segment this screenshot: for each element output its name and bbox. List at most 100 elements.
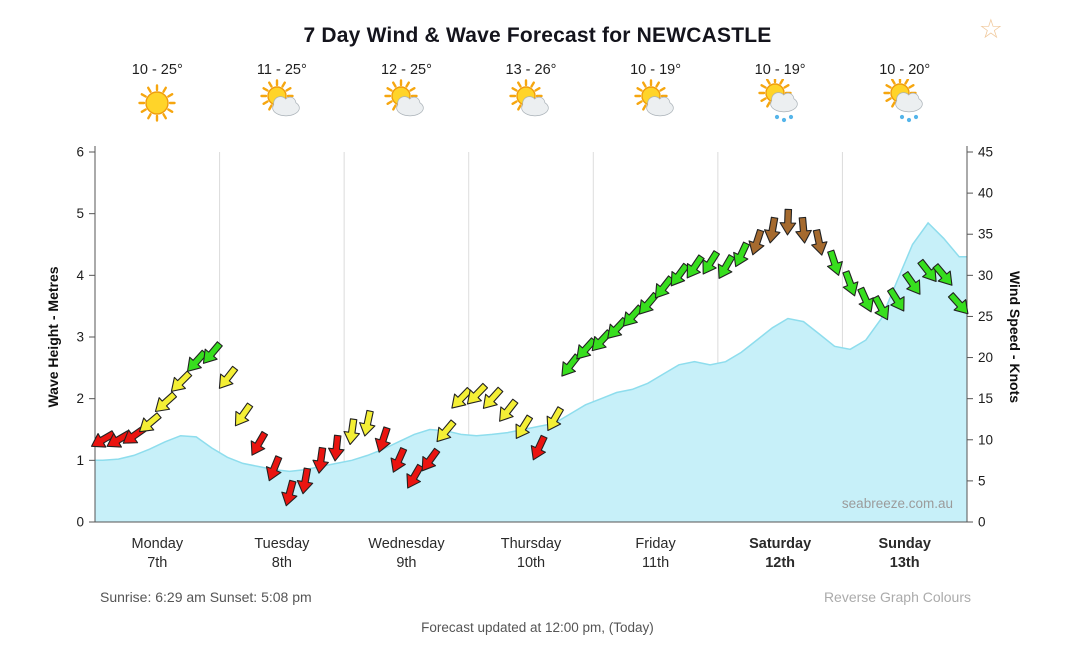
wind-arrow bbox=[932, 263, 953, 286]
partly-cloudy-icon bbox=[627, 79, 685, 131]
day-label-date: 8th bbox=[272, 555, 292, 569]
partly-cloudy-icon bbox=[253, 79, 311, 131]
wind-arrow bbox=[857, 286, 874, 313]
wind-arrow bbox=[947, 292, 969, 315]
wind-arrow bbox=[733, 241, 750, 268]
day-label-name: Monday bbox=[131, 536, 183, 552]
left-axis-tick-label: 2 bbox=[76, 391, 84, 406]
day-header: 10 - 19° bbox=[751, 62, 809, 132]
day-header: 10 - 19° bbox=[627, 62, 685, 132]
wind-arrow bbox=[872, 295, 890, 321]
day-temp-range: 10 - 19° bbox=[630, 62, 682, 78]
wind-arrow bbox=[281, 479, 298, 507]
sunny-icon bbox=[128, 84, 186, 131]
wind-arrow bbox=[717, 254, 736, 279]
wind-arrow bbox=[466, 382, 489, 405]
wind-arrow bbox=[842, 270, 859, 297]
day-temp-range: 10 - 25° bbox=[131, 62, 183, 78]
day-label-name: Sunday bbox=[879, 536, 931, 552]
favorite-star-icon[interactable]: ☆ bbox=[978, 14, 1003, 44]
right-axis-tick-label: 45 bbox=[978, 145, 993, 160]
left-axis-tick-label: 0 bbox=[76, 515, 84, 530]
day-header: 13 - 26° bbox=[502, 62, 560, 132]
right-axis-tick-label: 25 bbox=[978, 309, 993, 324]
reverse-graph-colours-link[interactable]: Reverse Graph Colours bbox=[823, 589, 971, 605]
wind-arrow bbox=[686, 254, 705, 279]
wind-arrow bbox=[576, 337, 597, 360]
wind-arrow bbox=[250, 430, 269, 456]
right-axis-tick-label: 5 bbox=[978, 473, 986, 488]
right-axis-tick-label: 35 bbox=[978, 227, 993, 242]
left-axis-tick-label: 4 bbox=[76, 268, 84, 283]
day-temp-range: 13 - 26° bbox=[505, 62, 557, 78]
showers-icon bbox=[751, 76, 809, 131]
wind-arrow bbox=[390, 447, 408, 473]
right-axis-title: Wind Speed - Knots bbox=[1007, 271, 1023, 403]
day-headers: 10 - 25° 11 - 25° 12 - 25° 13 - 26° 10 - … bbox=[0, 58, 1075, 144]
day-label-date: 11th bbox=[642, 555, 669, 569]
wind-arrow bbox=[202, 341, 223, 364]
wind-arrow bbox=[312, 446, 329, 474]
wind-arrow bbox=[546, 406, 564, 432]
day-label-name: Friday bbox=[635, 536, 676, 552]
wind-arrow bbox=[638, 291, 659, 315]
left-axis-tick-label: 1 bbox=[76, 453, 84, 468]
wind-arrow bbox=[702, 250, 720, 275]
wind-arrow bbox=[902, 270, 921, 295]
wind-arrow bbox=[591, 329, 613, 352]
day-label-name: Saturday bbox=[749, 536, 811, 552]
day-label-date: 10th bbox=[517, 555, 545, 569]
wind-arrow bbox=[561, 353, 581, 377]
wind-arrow bbox=[763, 216, 781, 244]
wind-arrow bbox=[406, 463, 424, 489]
wind-arrow bbox=[154, 391, 178, 413]
day-temp-range: 10 - 20° bbox=[879, 62, 931, 78]
wind-arrow bbox=[451, 386, 473, 409]
day-temp-range: 12 - 25° bbox=[380, 62, 432, 78]
wave-height-line bbox=[95, 221, 967, 473]
wind-arrow bbox=[138, 412, 162, 433]
right-axis-tick-label: 40 bbox=[978, 186, 993, 201]
wind-arrow bbox=[887, 287, 905, 312]
day-header: 11 - 25° bbox=[253, 62, 311, 132]
wind-arrow bbox=[436, 419, 457, 443]
wind-arrow bbox=[234, 402, 254, 427]
day-label-name: Thursday bbox=[501, 536, 562, 552]
left-axis-title: Wave Height - Metres bbox=[45, 266, 61, 407]
day-temp-range: 10 - 19° bbox=[754, 62, 806, 78]
day-header: 10 - 20° bbox=[876, 62, 934, 132]
wind-arrow bbox=[327, 434, 345, 462]
day-label-date: 12th bbox=[765, 555, 795, 569]
wind-arrow bbox=[499, 398, 519, 422]
wind-arrow bbox=[374, 426, 391, 453]
wave-height-area bbox=[95, 222, 967, 522]
wind-arrow bbox=[622, 304, 644, 327]
wind-arrow bbox=[826, 249, 843, 276]
right-axis-tick-label: 10 bbox=[978, 432, 993, 447]
wind-arrow bbox=[811, 228, 828, 256]
day-label-name: Tuesday bbox=[254, 536, 310, 552]
wind-arrow bbox=[515, 414, 534, 439]
right-axis-tick-label: 15 bbox=[978, 391, 993, 406]
day-header: 12 - 25° bbox=[377, 62, 435, 132]
wind-arrow bbox=[186, 349, 208, 372]
wind-arrow bbox=[296, 467, 314, 495]
title-row: 7 Day Wind & Wave Forecast for NEWCASTLE… bbox=[0, 0, 1075, 58]
day-label-date: 9th bbox=[396, 555, 416, 569]
left-axis-tick-label: 3 bbox=[76, 330, 84, 345]
day-label-name: Wednesday bbox=[368, 536, 445, 552]
wind-arrow bbox=[359, 409, 376, 437]
wind-arrow bbox=[530, 434, 548, 461]
left-axis-tick-label: 5 bbox=[76, 206, 84, 221]
partly-cloudy-icon bbox=[377, 79, 435, 131]
right-axis-tick-label: 20 bbox=[978, 350, 993, 365]
wind-arrow bbox=[343, 418, 361, 446]
right-axis-tick-label: 30 bbox=[978, 268, 993, 283]
wind-arrow bbox=[106, 430, 132, 448]
wind-arrow bbox=[748, 228, 765, 256]
wind-arrow bbox=[218, 365, 239, 389]
showers-icon bbox=[876, 76, 934, 131]
wind-arrow bbox=[607, 316, 629, 339]
